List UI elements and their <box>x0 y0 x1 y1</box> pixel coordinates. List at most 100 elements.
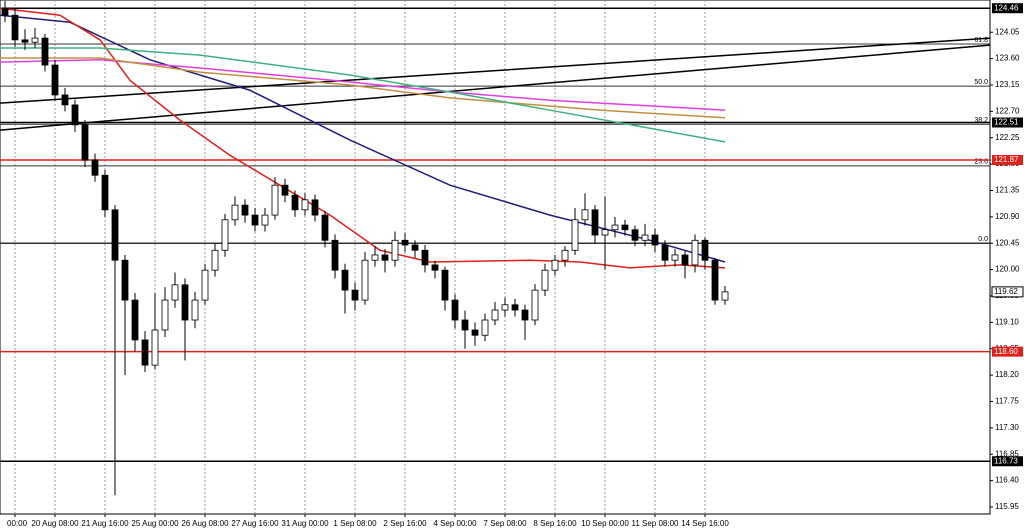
y-tick-label: 123.60 <box>995 54 1020 63</box>
candle-body <box>31 37 39 43</box>
candle-body <box>411 244 419 251</box>
candle-body <box>81 124 89 161</box>
price-box-label: 122.51 <box>994 118 1019 127</box>
candle-body <box>381 254 389 261</box>
candle-body <box>41 37 49 66</box>
fib-label: 23.6 <box>974 159 988 166</box>
trend-line <box>0 37 991 104</box>
candle-body <box>661 244 669 261</box>
candle-body <box>321 214 329 241</box>
moving-average <box>0 7 726 269</box>
moving-average <box>0 59 726 111</box>
candle-body <box>531 289 539 321</box>
candle-body <box>541 269 549 291</box>
candle-body <box>151 329 159 366</box>
candle-body <box>401 239 409 246</box>
moving-average <box>0 14 726 263</box>
candle-body <box>241 204 249 216</box>
fib-label: 61.8 <box>974 37 988 44</box>
candle-body <box>21 39 29 43</box>
candle-body <box>681 254 689 266</box>
x-tick-label: 00:00 <box>7 519 28 528</box>
price-box <box>992 346 1023 357</box>
y-tick-label: 121.35 <box>995 186 1020 195</box>
candle-body <box>271 184 279 216</box>
candle-body <box>711 259 719 301</box>
y-tick-label: 115.95 <box>995 502 1019 511</box>
price-box <box>992 155 1023 166</box>
y-tick-label: 120.00 <box>995 265 1020 274</box>
y-tick-label: 116.40 <box>995 476 1019 485</box>
candle-body <box>621 224 629 231</box>
moving-average <box>0 47 726 143</box>
candle-body <box>161 299 169 331</box>
x-tick-label: 27 Aug 16:00 <box>231 519 279 528</box>
candle-body <box>171 284 179 301</box>
x-tick-label: 8 Sep 16:00 <box>533 519 577 528</box>
candle-body <box>651 234 659 246</box>
y-tick-label: 120.45 <box>995 238 1020 247</box>
y-tick-label: 122.25 <box>995 133 1020 142</box>
y-tick-label: 120.90 <box>995 212 1020 221</box>
candle-body <box>641 234 649 241</box>
x-tick-label: 11 Sep 08:00 <box>631 519 679 528</box>
y-tick-label: 123.15 <box>995 80 1020 89</box>
y-tick-label: 116.85 <box>995 449 1019 458</box>
fib-label: 0.0 <box>978 236 988 243</box>
x-tick-label: 31 Aug 00:00 <box>281 519 329 528</box>
x-tick-label: 26 Aug 08:00 <box>181 519 229 528</box>
price-box <box>992 117 1023 128</box>
y-tick-label: 119.10 <box>995 317 1019 326</box>
y-tick-label: 117.75 <box>995 397 1019 406</box>
candle-body <box>71 104 79 126</box>
x-tick-label: 4 Sep 00:00 <box>433 519 477 528</box>
candle-body <box>441 269 449 301</box>
candle-body <box>491 309 499 321</box>
candle-body <box>501 304 509 311</box>
candle-body <box>291 194 299 211</box>
candle-body <box>701 239 709 261</box>
candle-body <box>181 284 189 321</box>
candle-body <box>691 239 699 266</box>
y-tick-label: 124.05 <box>995 27 1020 36</box>
x-tick-label: 1 Sep 08:00 <box>333 519 377 528</box>
price-box <box>992 456 1023 467</box>
x-tick-label: 21 Aug 16:00 <box>81 519 129 528</box>
x-tick-label: 10 Sep 00:00 <box>581 519 629 528</box>
candle-body <box>421 249 429 266</box>
plot-area <box>0 0 991 515</box>
x-tick-label: 7 Sep 08:00 <box>483 519 527 528</box>
candle-body <box>601 229 609 236</box>
x-tick-label: 14 Sep 16:00 <box>681 519 729 528</box>
x-tick-label: 20 Aug 08:00 <box>31 519 79 528</box>
candle-body <box>591 209 599 236</box>
price-box-label: 121.87 <box>994 155 1019 164</box>
fib-label: 38.2 <box>974 117 988 124</box>
candle-body <box>11 14 19 41</box>
candle-body <box>101 174 109 211</box>
last-price-label: 119.62 <box>994 287 1018 296</box>
candle-body <box>561 249 569 261</box>
candle-body <box>141 339 149 366</box>
price-box-label: 118.60 <box>994 347 1018 356</box>
y-tick-label: 118.20 <box>995 370 1019 379</box>
candle-body <box>341 269 349 291</box>
candle-body <box>261 214 269 226</box>
candle-body <box>121 259 129 301</box>
candle-body <box>461 319 469 331</box>
candle-body <box>431 264 439 271</box>
last-price-box <box>991 286 1024 298</box>
candle-body <box>631 229 639 241</box>
candle-body <box>451 299 459 321</box>
fib-label: 50.0 <box>974 79 988 86</box>
y-tick-label: 117.30 <box>995 423 1019 432</box>
candle-body <box>721 291 729 301</box>
x-tick-label: 2 Sep 16:00 <box>383 519 427 528</box>
candle-body <box>671 254 679 261</box>
candle-body <box>201 269 209 301</box>
candle-body <box>111 209 119 261</box>
candle-body <box>311 199 319 216</box>
y-tick-label: 122.70 <box>995 106 1020 115</box>
price-box-label: 116.73 <box>994 456 1018 465</box>
